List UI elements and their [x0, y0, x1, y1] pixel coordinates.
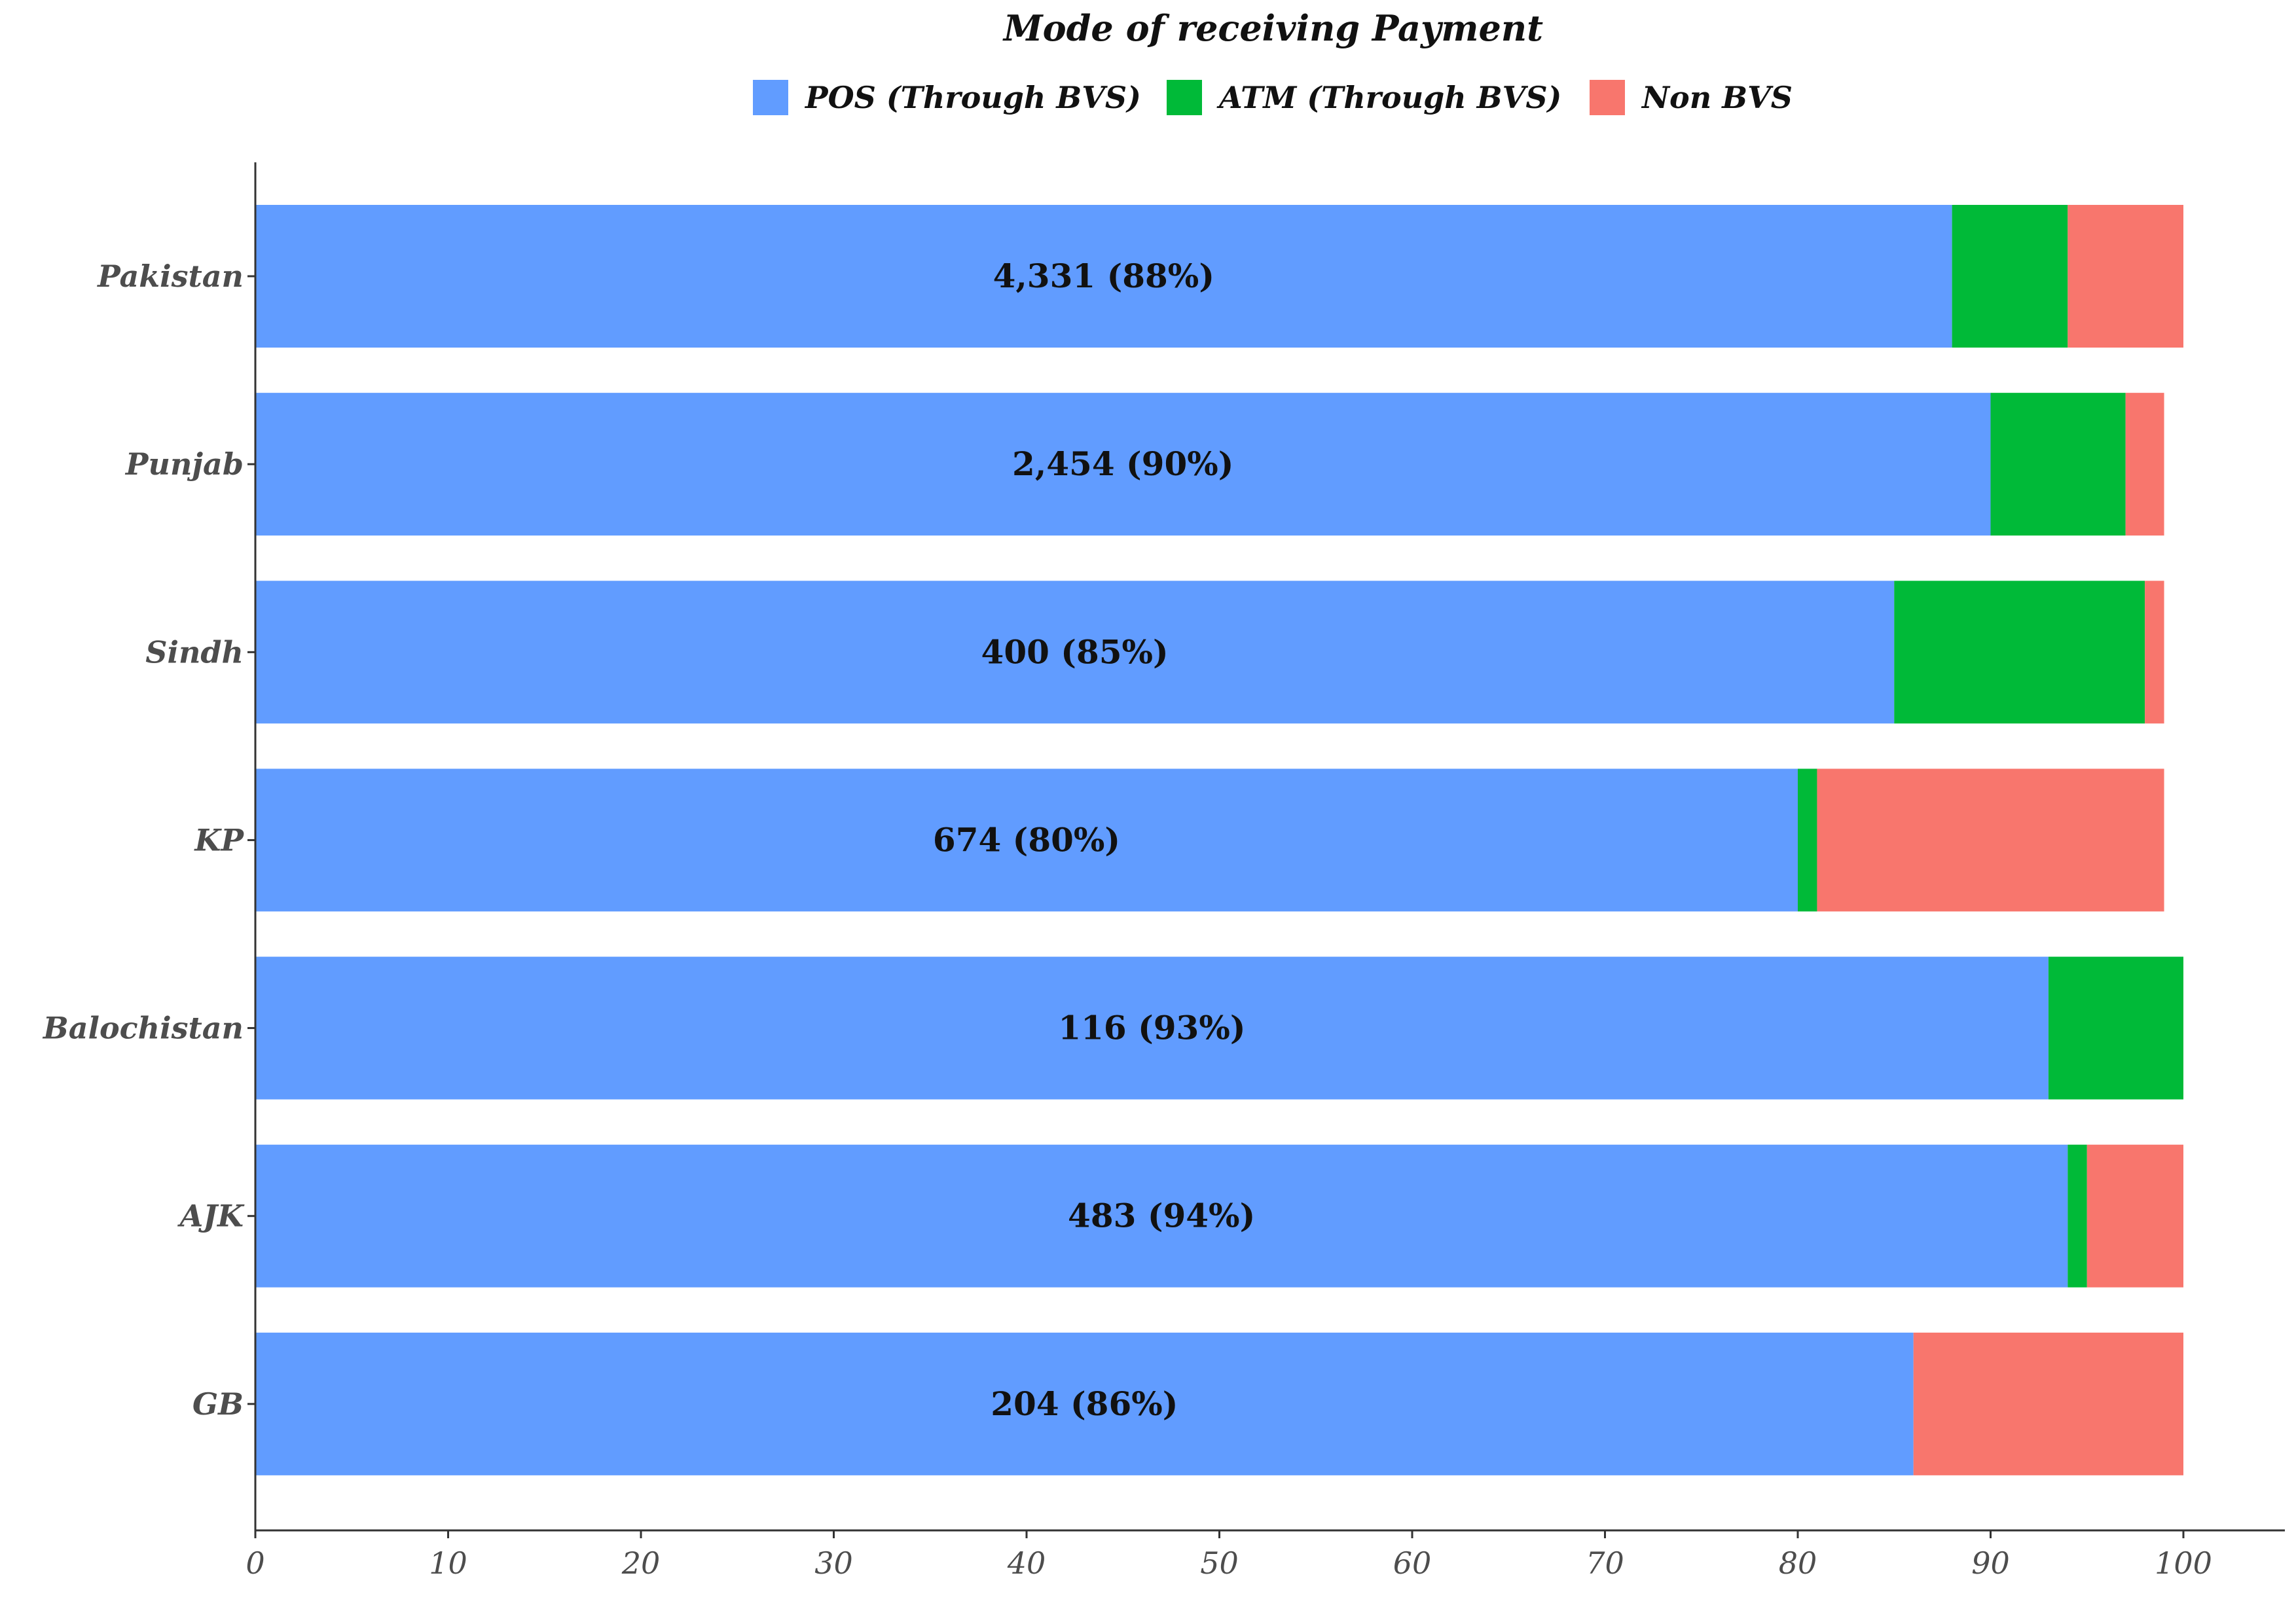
bar-pakistan-series-0: [255, 205, 1952, 348]
bar-kp-series-1: [1798, 768, 1817, 912]
y-tick-label: Sindh: [145, 634, 244, 670]
bar-pakistan-series-2: [2068, 205, 2183, 348]
bar-punjab-series-2: [2125, 393, 2164, 536]
x-tick-label: 80: [1779, 1545, 1817, 1581]
bar-punjab-series-1: [1990, 393, 2126, 536]
x-tick-label: 70: [1586, 1545, 1624, 1581]
bar-kp-series-0: [255, 768, 1798, 912]
x-tick-label: 60: [1393, 1545, 1432, 1581]
bar-gb-series-0: [255, 1332, 1914, 1475]
chart-title: Mode of receiving Payment: [1002, 7, 1543, 49]
legend-swatch: [753, 80, 788, 115]
x-tick-label: 10: [429, 1545, 467, 1581]
x-tick-label: 100: [2155, 1545, 2212, 1581]
data-label-balochistan: 116 (93%): [1058, 1009, 1245, 1047]
y-tick-label: Balochistan: [42, 1011, 244, 1046]
bar-kp-series-2: [1817, 768, 2164, 912]
bar-pakistan-series-1: [1952, 205, 2068, 348]
legend-label: ATM (Through BVS): [1216, 80, 1561, 115]
x-tick-label: 0: [246, 1545, 264, 1581]
legend-label: Non BVS: [1641, 80, 1793, 115]
x-tick-label: 30: [814, 1545, 853, 1581]
bar-sindh-series-2: [2145, 581, 2164, 724]
bar-ajk-series-2: [2086, 1144, 2183, 1288]
x-tick-label: 40: [1007, 1545, 1046, 1581]
y-tick-label: Pakistan: [96, 259, 244, 294]
data-label-gb: 204 (86%): [991, 1384, 1178, 1423]
bar-sindh-series-0: [255, 581, 1895, 724]
bar-balochistan-series-0: [255, 956, 2049, 1100]
bar-ajk-series-1: [2068, 1144, 2087, 1288]
bar-balochistan-series-1: [2048, 956, 2183, 1100]
legend-swatch: [1590, 80, 1625, 115]
x-tick-label: 90: [1971, 1545, 2010, 1581]
bar-labels: 4,331 (88%) 2,454 (90%) 400 (85%) 674 (80%)…: [933, 257, 1255, 1423]
y-tick-label: GB: [192, 1386, 244, 1422]
x-tick-label: 20: [621, 1545, 661, 1581]
data-label-pakistan: 4,331 (88%): [993, 257, 1214, 295]
y-tick-label: AJK: [177, 1199, 245, 1234]
y-axis: Pakistan Punjab Sindh KP Balochistan AJK GB: [42, 162, 257, 1530]
data-label-punjab: 2,454 (90%): [1012, 444, 1233, 483]
y-tick-label: KP: [193, 822, 244, 857]
bars: [255, 205, 2183, 1475]
bar-ajk-series-0: [255, 1144, 2068, 1288]
bar-punjab-series-0: [255, 393, 1991, 536]
x-axis: 0 10 20 30 40 50 60 70 80 90 100: [246, 1529, 2285, 1581]
legend: POS (Through BVS) ATM (Through BVS) Non BV…: [753, 80, 1793, 115]
bar-sindh-series-1: [1894, 581, 2145, 724]
legend-label: POS (Through BVS): [804, 80, 1141, 115]
bar-gb-series-2: [1913, 1332, 2183, 1475]
legend-swatch: [1167, 80, 1202, 115]
data-label-kp: 674 (80%): [933, 820, 1120, 859]
x-tick-label: 50: [1200, 1545, 1239, 1581]
y-tick-label: Punjab: [124, 446, 244, 482]
data-label-sindh: 400 (85%): [981, 632, 1169, 671]
data-label-ajk: 483 (94%): [1068, 1197, 1255, 1235]
